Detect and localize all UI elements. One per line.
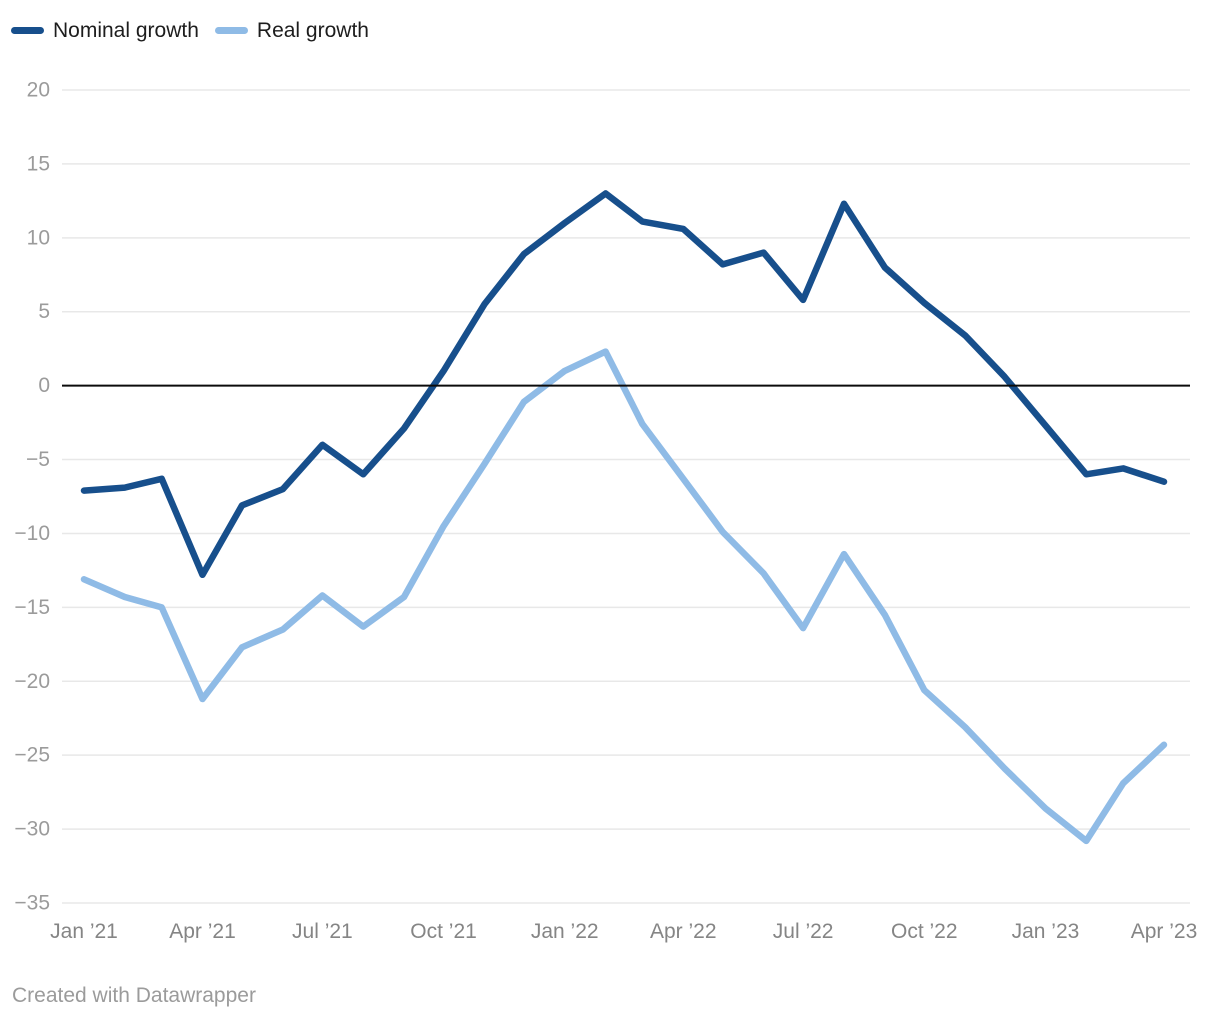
y-tick-label: 15: [27, 152, 50, 175]
series-line-real-growth: [80, 348, 1168, 845]
y-axis-labels: 20 15 10 5 0 −5 −10 −15 −20 −25 −30 −35: [14, 79, 50, 915]
y-tick-label: 5: [38, 300, 50, 323]
y-tick-label: −10: [14, 522, 50, 545]
nominal-growth-swatch-icon: [11, 27, 44, 34]
y-tick-label: −15: [14, 596, 50, 619]
x-tick-label: Oct ’22: [891, 920, 958, 943]
chart-legend: Nominal growth Real growth: [11, 20, 369, 41]
y-tick-label: −30: [14, 818, 50, 841]
y-tick-label: −5: [26, 448, 50, 471]
legend-label-nominal-growth: Nominal growth: [53, 19, 199, 42]
datawrapper-credit: Created with Datawrapper: [12, 984, 256, 1007]
x-tick-label: Jan ’22: [531, 920, 599, 943]
y-tick-label: 20: [27, 79, 50, 102]
x-tick-label: Apr ’21: [169, 920, 236, 943]
x-tick-label: Apr ’23: [1131, 920, 1198, 943]
y-tick-label: 10: [27, 226, 50, 249]
x-axis-labels: Jan ’21 Apr ’21 Jul ’21 Oct ’21 Jan ’22 Apr ’…: [50, 920, 1197, 943]
x-tick-label: Jan ’23: [1012, 920, 1080, 943]
series-line-nominal-growth: [80, 190, 1168, 579]
legend-label-real-growth: Real growth: [256, 19, 369, 42]
legend-item-real-growth: Real growth: [214, 19, 369, 42]
x-tick-label: Apr ’22: [650, 920, 717, 943]
y-tick-label: −20: [14, 670, 50, 693]
y-tick-label: −35: [14, 892, 50, 915]
y-tick-label: −25: [14, 744, 50, 767]
x-tick-label: Jan ’21: [50, 920, 118, 943]
y-tick-label: 0: [38, 374, 50, 397]
x-tick-label: Oct ’21: [410, 920, 477, 943]
x-tick-label: Jul ’22: [773, 920, 834, 943]
real-growth-swatch-icon: [214, 27, 248, 34]
y-gridlines: [62, 89, 1190, 904]
legend-item-nominal-growth: Nominal growth: [11, 20, 199, 41]
x-tick-label: Jul ’21: [292, 920, 353, 943]
